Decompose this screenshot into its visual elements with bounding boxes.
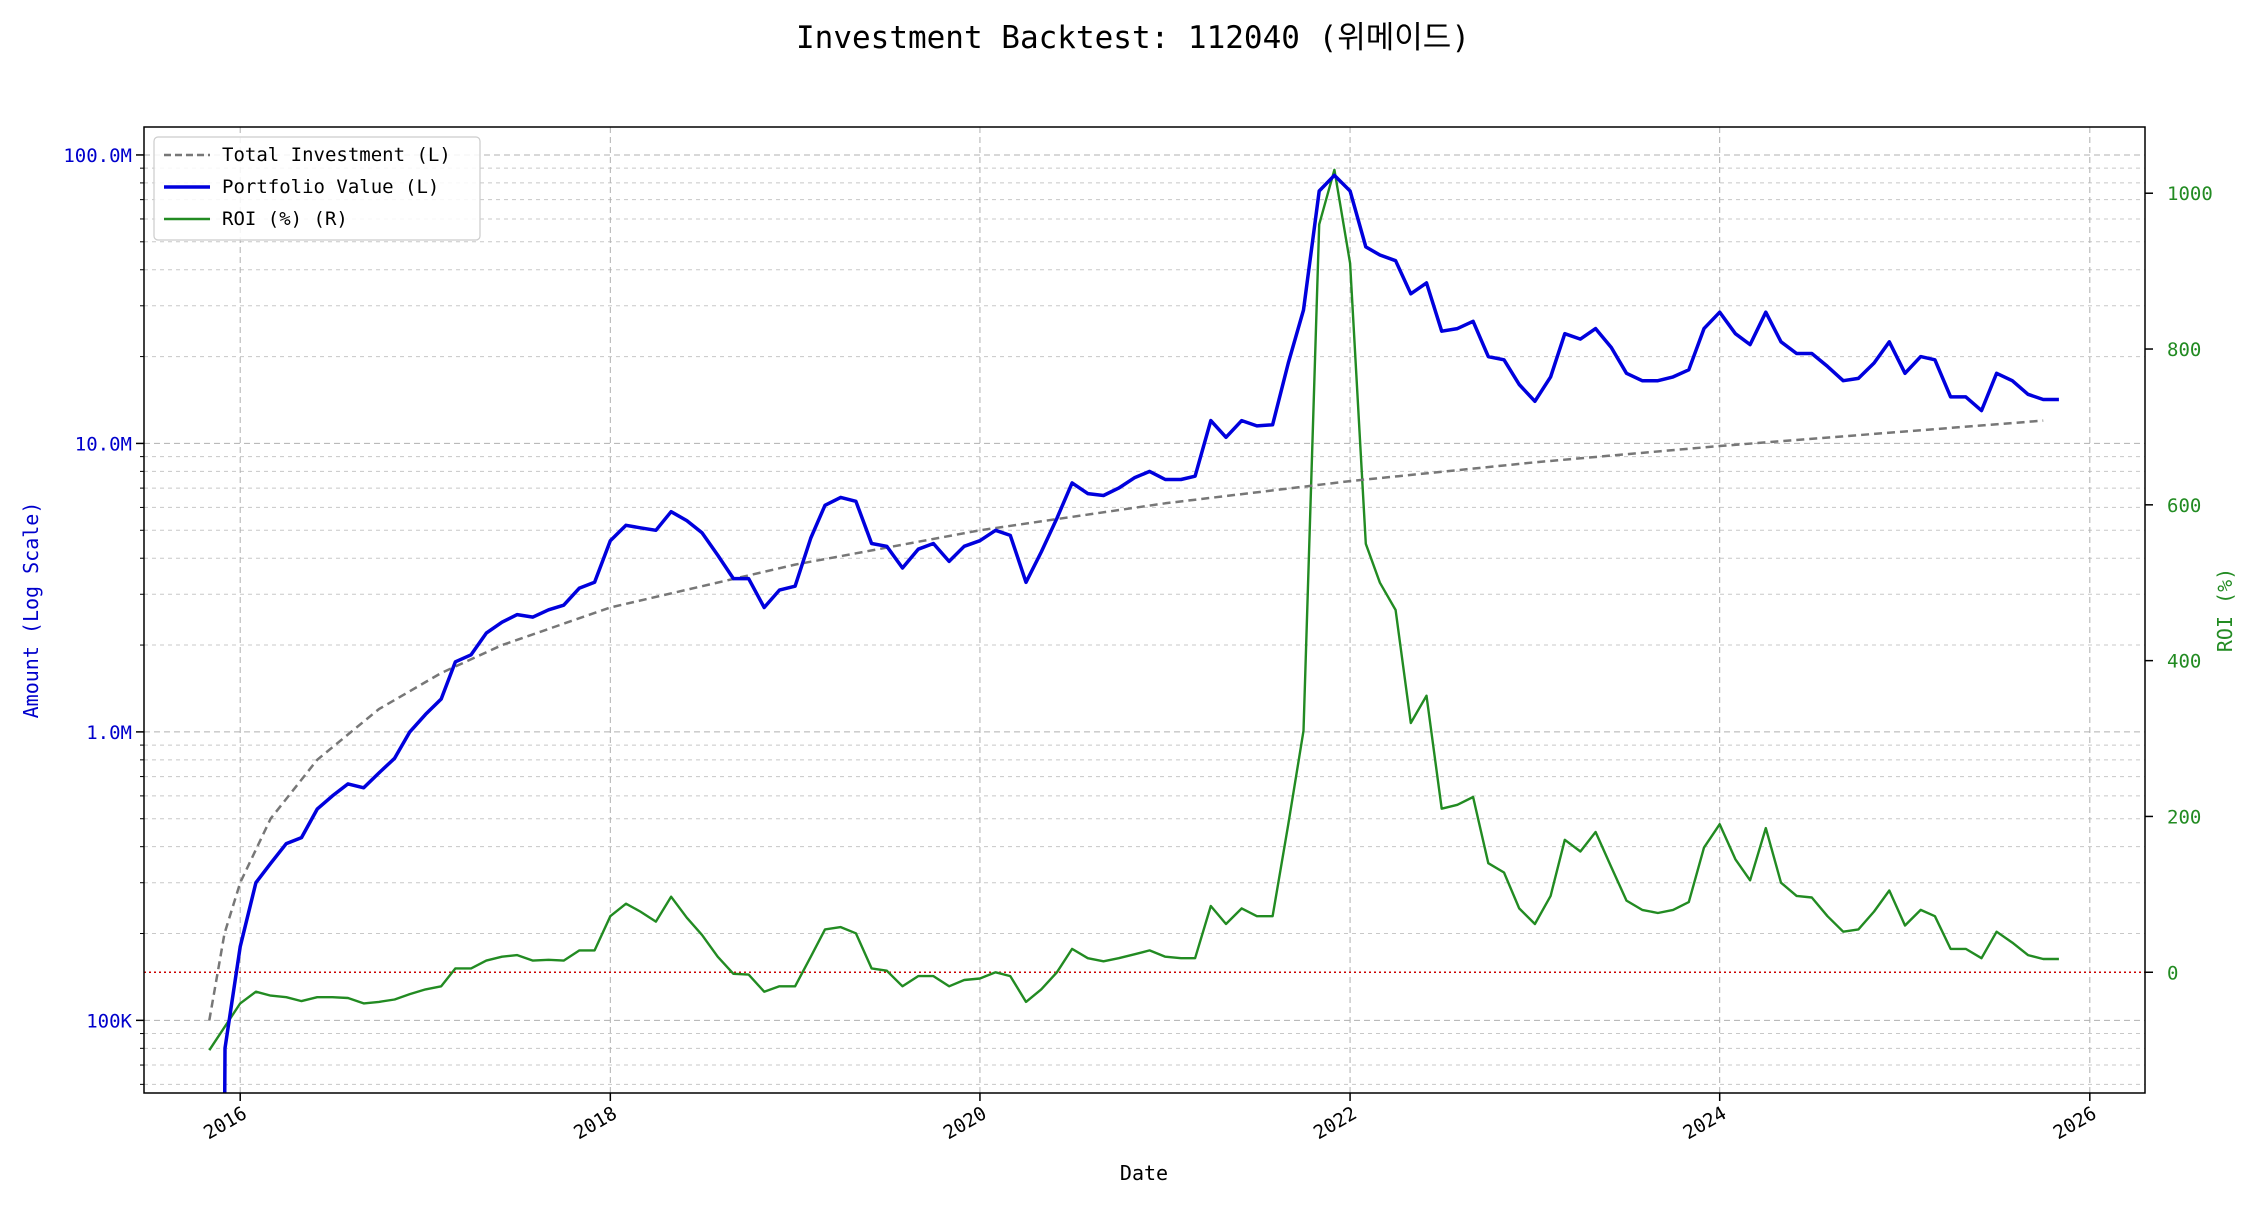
legend-label-roi: ROI (%) (R) (222, 208, 348, 230)
y-right-tick-label: 0 (2167, 962, 2178, 984)
legend-box (153, 136, 481, 241)
y-left-tick-label: 100.0M (63, 145, 132, 167)
y-right-tick-label: 600 (2167, 495, 2201, 517)
y-right-tick-label: 400 (2167, 651, 2201, 673)
y-axis-left-label: Amount (Log Scale) (19, 502, 43, 719)
x-axis-label: Date (1120, 1161, 1168, 1185)
y-left-tick-label: 100K (86, 1010, 132, 1032)
total-investment-line (208, 419, 2044, 1021)
series-group (208, 168, 2059, 1093)
roi-line (208, 168, 2059, 1051)
y-right-tick-label: 800 (2167, 339, 2201, 361)
legend-label-total-investment: Total Investment (L) (222, 144, 451, 166)
y-right-tick-label: 200 (2167, 806, 2201, 828)
legend-label-portfolio-value: Portfolio Value (L) (222, 176, 439, 198)
y-left-tick-label: 10.0M (75, 433, 132, 455)
portfolio-value-line (222, 173, 2059, 1093)
grid (144, 127, 2145, 1093)
chart-title: Investment Backtest: 112040 (위메이드) (796, 20, 1470, 56)
legend: Total Investment (L) Portfolio Value (L)… (153, 136, 481, 241)
y-left-tick-label: 1.0M (86, 722, 132, 744)
y-right-tick-label: 1000 (2167, 183, 2213, 205)
plot-frame (143, 126, 2146, 1094)
y-axis-right-label: ROI (%) (2213, 568, 2237, 652)
